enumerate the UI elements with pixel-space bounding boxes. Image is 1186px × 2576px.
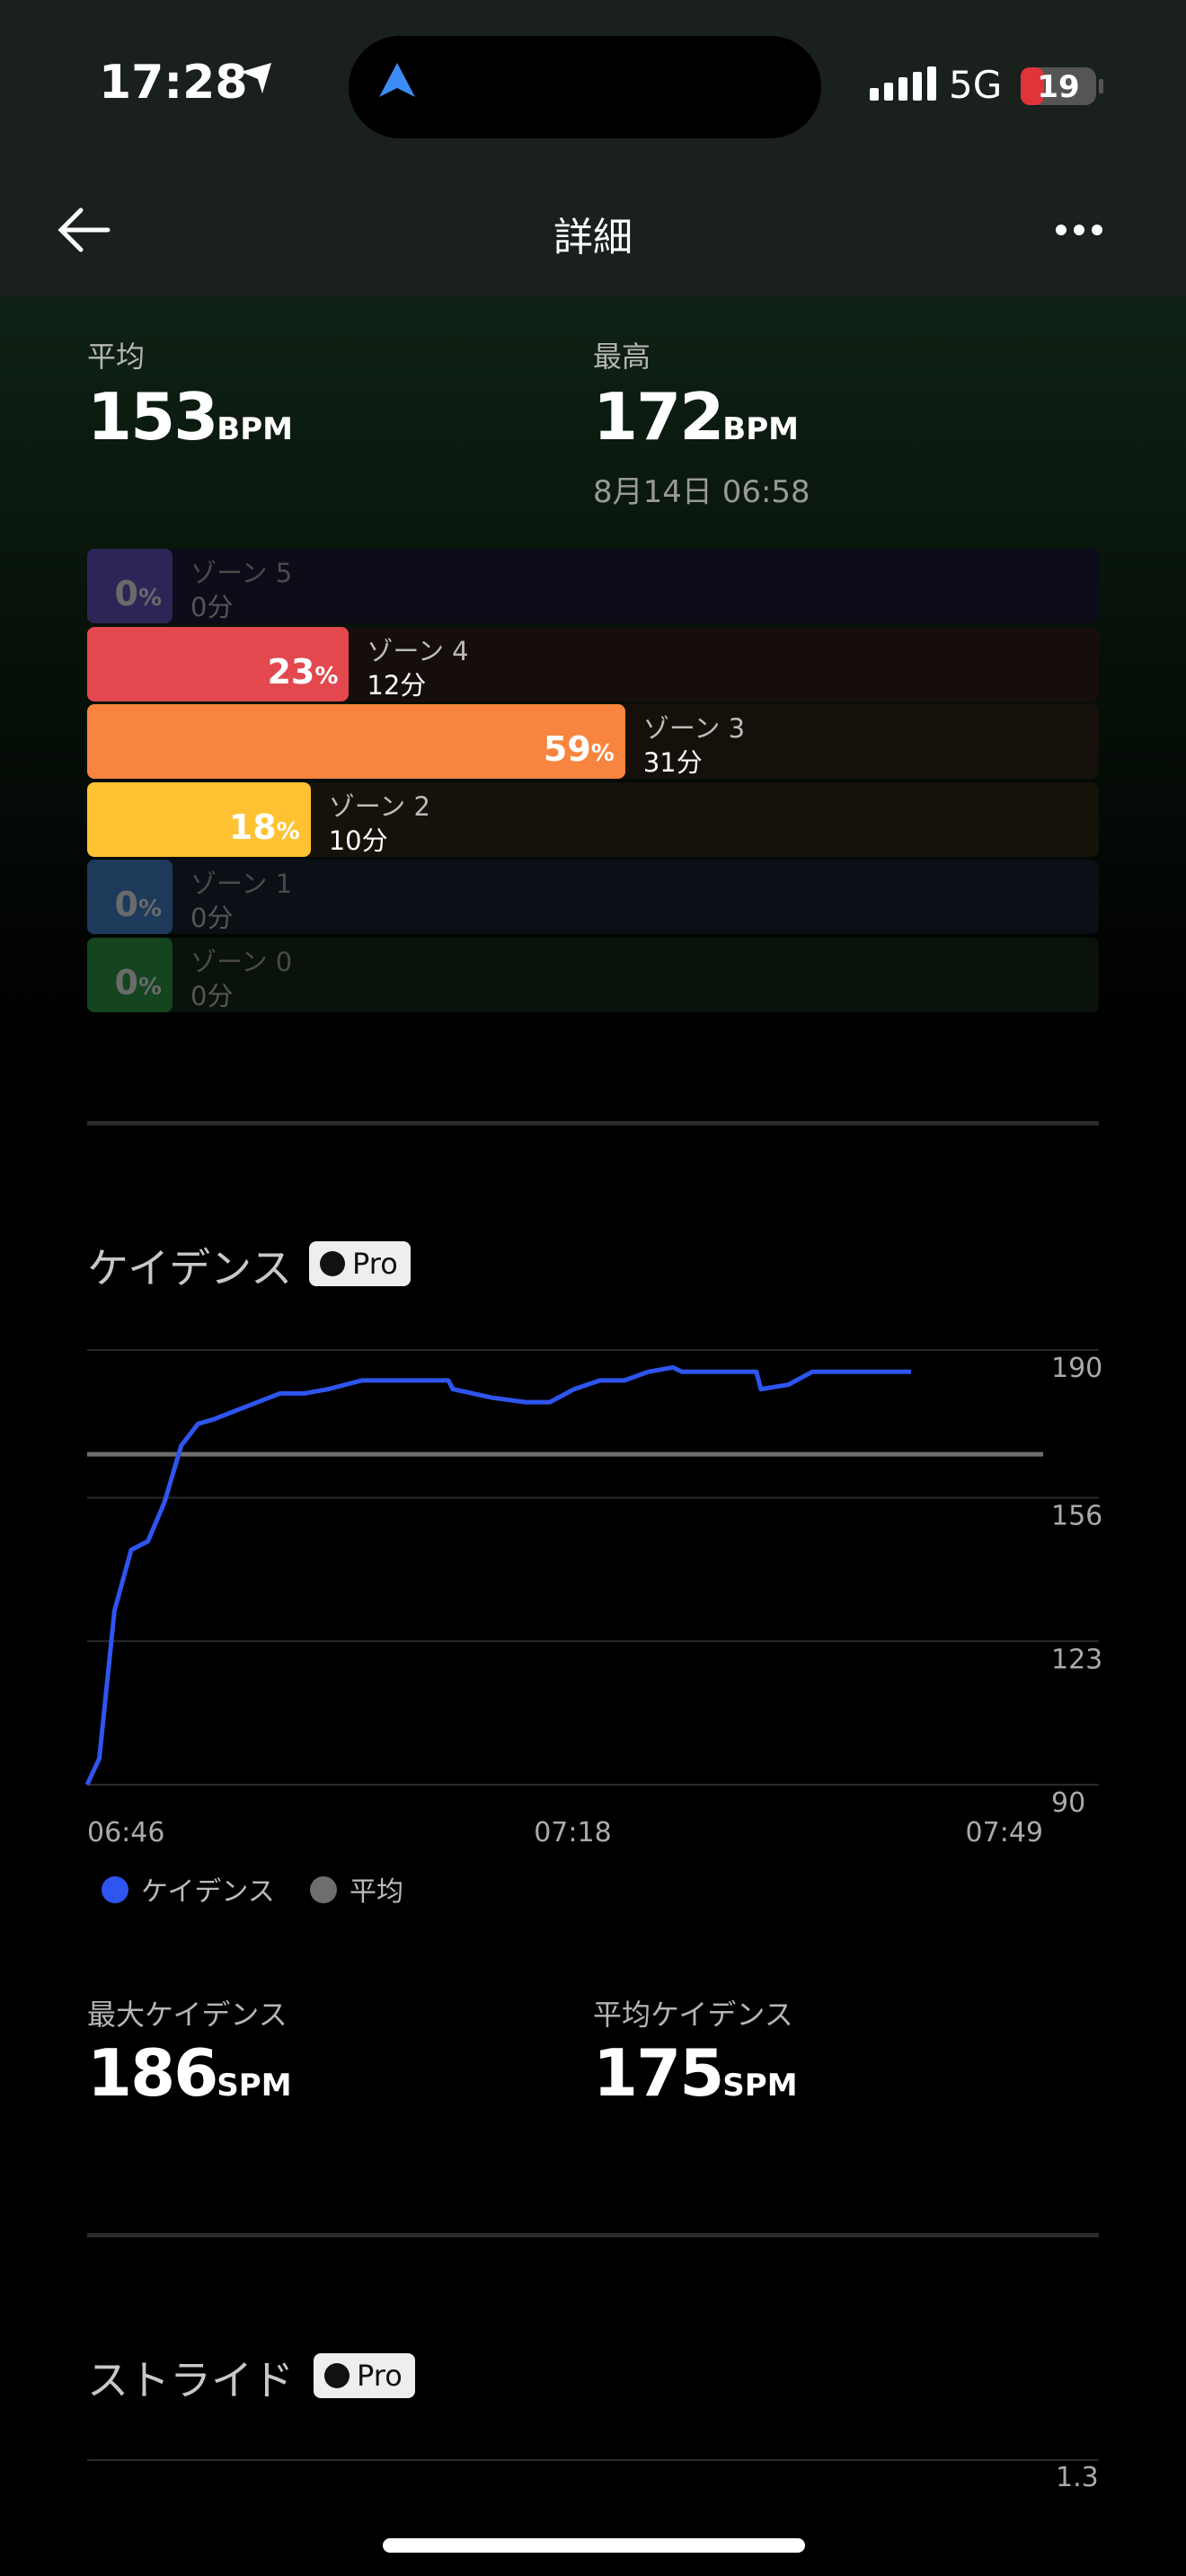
divider (87, 2233, 1099, 2237)
zone-row (87, 937, 1099, 1012)
zone-duration: 0分 (190, 903, 234, 933)
home-indicator (383, 2538, 805, 2553)
page-title: 詳細 (553, 215, 633, 260)
max-label: 最高 (593, 340, 651, 374)
avg-cadence-unit: SPM (722, 2068, 798, 2104)
zone-percent: 59% (87, 729, 615, 769)
percent-value: 0 (114, 885, 138, 924)
max-time: 8月14日 06:58 (593, 474, 810, 510)
pro-badge: Pro (314, 2353, 415, 2398)
battery-level (1021, 67, 1044, 105)
max-value: 172 (593, 379, 724, 454)
zone-percent: 0% (87, 963, 162, 1002)
max-unit: BPM (722, 411, 799, 447)
section-title: ケイデンス (87, 1244, 293, 1292)
legend-dot (310, 1876, 337, 1903)
max-cadence-value: 186 (87, 2035, 218, 2111)
nav-icon (379, 63, 415, 97)
y-tick-label: 156 (1051, 1501, 1102, 1532)
clock: 17:28 (99, 56, 248, 110)
network: 5G (949, 63, 1003, 107)
zone-name: ゾーン 5 (190, 558, 293, 588)
x-tick-label: 07:18 (534, 1817, 611, 1848)
max-cadence-label: 最大ケイデンス (87, 1998, 288, 2032)
y-tick-label: 1.3 (1056, 2462, 1099, 2493)
zone-percent: 0% (87, 885, 162, 924)
x-tick-label: 06:46 (87, 1817, 164, 1848)
cadence-line (84, 1364, 912, 1786)
percent-unit: % (137, 585, 162, 612)
zone-name: ゾーン 1 (190, 869, 293, 899)
x-tick-label: 07:49 (966, 1817, 1043, 1848)
avg-label: 平均 (87, 340, 146, 374)
zone-duration: 0分 (190, 592, 234, 622)
zone-duration: 12分 (367, 669, 427, 701)
dynamic-island (349, 36, 821, 138)
percent-unit: % (314, 662, 339, 690)
percent-unit: % (137, 973, 162, 1001)
zone-bar (87, 937, 173, 1012)
zone-name: ゾーン 2 (328, 790, 430, 822)
zone-percent: 18% (87, 807, 300, 847)
percent-value: 59 (543, 729, 591, 769)
zone-duration: 10分 (328, 825, 388, 856)
max-cadence-unit: SPM (217, 2068, 292, 2104)
avg-value: 153 (87, 379, 218, 454)
zone-bar (87, 860, 173, 934)
percent-unit: % (590, 740, 615, 767)
zone-bar (87, 626, 350, 701)
pro-badge: Pro (309, 1241, 411, 1286)
legend-label: 平均 (350, 1876, 403, 1908)
more-button[interactable] (1056, 225, 1102, 235)
zone-name: ゾーン 3 (642, 713, 746, 744)
zone-percent: 23% (87, 652, 338, 692)
avg-cadence-label: 平均ケイデンス (593, 1998, 793, 2032)
zone-row (87, 860, 1099, 934)
location-icon (241, 63, 271, 93)
section-title: ストライド (87, 2356, 294, 2404)
zone-duration: 0分 (190, 980, 234, 1011)
legend-label: ケイデンス (141, 1876, 275, 1908)
legend-dot (102, 1876, 128, 1903)
y-tick-label: 123 (1051, 1644, 1102, 1675)
zone-name: ゾーン 4 (367, 635, 469, 666)
back-button[interactable] (58, 207, 111, 252)
y-tick-label: 190 (1051, 1353, 1102, 1384)
percent-value: 0 (114, 962, 138, 1002)
zone-percent: 0% (87, 574, 162, 613)
percent-value: 23 (267, 651, 315, 692)
percent-unit: % (276, 817, 300, 845)
zone-name: ゾーン 0 (190, 946, 293, 977)
zone-bar (87, 704, 625, 779)
avg-unit: BPM (217, 411, 293, 447)
zone-duration: 31分 (642, 747, 703, 778)
battery-text: 19 (1037, 69, 1079, 105)
divider (87, 1121, 1099, 1125)
percent-unit: % (137, 895, 162, 922)
percent-value: 18 (228, 807, 277, 847)
signal-icon (870, 66, 936, 101)
y-tick-label: 90 (1051, 1787, 1085, 1819)
zone-bar (87, 781, 311, 857)
avg-cadence-value: 175 (593, 2035, 724, 2111)
zone-row (87, 549, 1099, 623)
zone-bar (87, 549, 173, 623)
battery-tip (1099, 79, 1103, 93)
percent-value: 0 (114, 574, 138, 613)
